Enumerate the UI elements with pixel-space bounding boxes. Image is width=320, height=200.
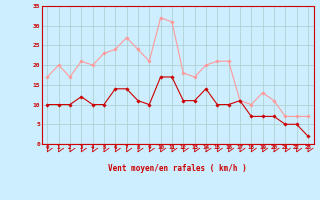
- X-axis label: Vent moyen/en rafales ( km/h ): Vent moyen/en rafales ( km/h ): [108, 164, 247, 173]
